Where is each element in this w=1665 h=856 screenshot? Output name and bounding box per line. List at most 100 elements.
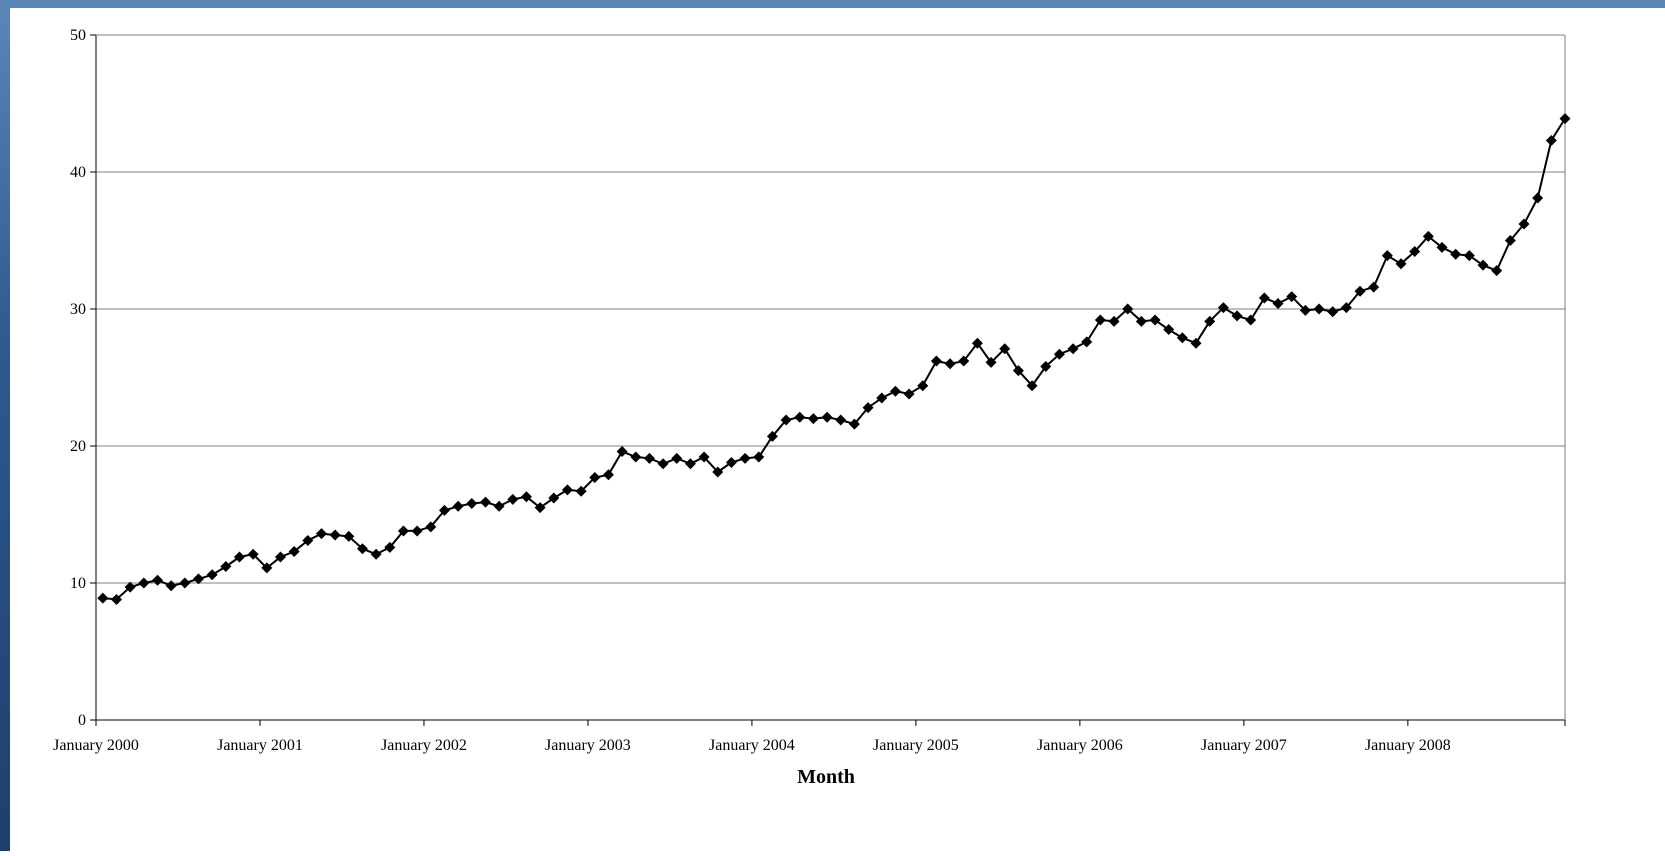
data-point-47 bbox=[739, 452, 751, 464]
data-point-101 bbox=[1477, 259, 1489, 271]
data-point-74 bbox=[1108, 315, 1120, 327]
data-point-98 bbox=[1436, 241, 1448, 253]
data-point-34 bbox=[561, 484, 573, 496]
data-point-9 bbox=[220, 561, 232, 573]
y-tick-label-10: 10 bbox=[70, 575, 86, 592]
data-point-97 bbox=[1422, 230, 1434, 242]
data-point-83 bbox=[1231, 310, 1243, 322]
y-tick-label-40: 40 bbox=[70, 164, 86, 181]
data-point-18 bbox=[343, 530, 355, 542]
data-point-72 bbox=[1081, 336, 1093, 348]
chart-area: 0 10 20 30 40 50 January 2000 January 2001 Janu… bbox=[10, 8, 1665, 851]
data-point-73 bbox=[1094, 314, 1106, 326]
data-point-3 bbox=[138, 577, 150, 589]
x-tick-label-48: January 2004 bbox=[709, 737, 795, 754]
x-tick-label-96: January 2008 bbox=[1365, 737, 1451, 754]
data-point-103 bbox=[1504, 235, 1516, 246]
data-point-42 bbox=[671, 452, 683, 464]
data-point-106 bbox=[1545, 134, 1557, 146]
data-point-38 bbox=[616, 445, 628, 457]
data-point-25 bbox=[438, 504, 450, 516]
data-point-29 bbox=[493, 500, 505, 512]
data-point-86 bbox=[1272, 298, 1284, 310]
data-point-102 bbox=[1491, 265, 1503, 277]
data-point-65 bbox=[985, 356, 997, 368]
data-point-78 bbox=[1163, 324, 1175, 336]
data-point-23 bbox=[411, 525, 423, 537]
x-tick-label-24: January 2002 bbox=[381, 737, 467, 754]
data-point-7 bbox=[192, 573, 204, 585]
data-point-60 bbox=[917, 380, 929, 392]
data-point-87 bbox=[1286, 291, 1298, 303]
data-point-10 bbox=[233, 551, 245, 563]
data-point-36 bbox=[589, 472, 601, 484]
x-axis-title: Month bbox=[797, 766, 855, 788]
data-point-39 bbox=[630, 451, 642, 463]
data-point-2 bbox=[124, 581, 136, 593]
data-point-24 bbox=[425, 521, 437, 533]
data-point-56 bbox=[862, 402, 874, 414]
data-point-35 bbox=[575, 485, 587, 497]
data-point-76 bbox=[1135, 315, 1147, 327]
data-point-94 bbox=[1381, 250, 1393, 262]
data-point-21 bbox=[384, 541, 396, 553]
data-point-44 bbox=[698, 451, 710, 463]
data-point-46 bbox=[725, 456, 737, 468]
data-point-92 bbox=[1354, 285, 1366, 297]
y-tick-label-20: 20 bbox=[70, 438, 86, 455]
data-point-30 bbox=[507, 493, 519, 505]
data-point-40 bbox=[643, 452, 655, 464]
data-point-99 bbox=[1450, 248, 1462, 260]
data-point-67 bbox=[1012, 365, 1024, 377]
data-point-71 bbox=[1067, 343, 1079, 355]
data-point-33 bbox=[548, 492, 560, 504]
data-point-22 bbox=[397, 525, 409, 537]
data-point-59 bbox=[903, 388, 915, 400]
series-line bbox=[102, 118, 1566, 601]
data-point-37 bbox=[602, 469, 614, 481]
data-point-70 bbox=[1053, 348, 1065, 360]
data-point-68 bbox=[1026, 380, 1038, 392]
data-point-57 bbox=[876, 392, 888, 404]
data-point-51 bbox=[794, 411, 806, 423]
data-point-62 bbox=[944, 358, 956, 370]
data-point-100 bbox=[1463, 250, 1475, 262]
data-point-52 bbox=[807, 413, 819, 425]
x-tick-label-12: January 2001 bbox=[217, 737, 303, 754]
series-markers bbox=[97, 113, 1571, 605]
data-point-66 bbox=[999, 343, 1011, 355]
data-point-85 bbox=[1258, 292, 1270, 304]
data-point-16 bbox=[315, 528, 327, 540]
data-point-104 bbox=[1518, 218, 1530, 230]
data-point-105 bbox=[1532, 192, 1544, 204]
data-point-50 bbox=[780, 414, 792, 426]
x-tick-label-0: January 2000 bbox=[53, 737, 139, 754]
data-point-0 bbox=[97, 592, 109, 604]
data-point-1 bbox=[110, 593, 122, 605]
data-point-79 bbox=[1176, 332, 1188, 344]
data-point-28 bbox=[479, 496, 491, 508]
data-point-12 bbox=[261, 562, 273, 574]
data-point-5 bbox=[165, 580, 177, 592]
data-point-43 bbox=[684, 458, 696, 470]
x-tick-label-36: January 2003 bbox=[545, 737, 631, 754]
data-point-69 bbox=[1040, 361, 1052, 373]
data-point-17 bbox=[329, 529, 341, 541]
data-point-90 bbox=[1327, 306, 1339, 318]
x-axis-ticks: January 2000 January 2001 January 2002 Janu… bbox=[53, 720, 1566, 754]
y-tick-label-30: 30 bbox=[70, 301, 86, 318]
data-point-6 bbox=[179, 577, 191, 589]
data-point-20 bbox=[370, 548, 382, 560]
data-point-49 bbox=[766, 430, 778, 442]
data-point-81 bbox=[1204, 315, 1216, 327]
data-point-77 bbox=[1149, 314, 1161, 326]
data-point-96 bbox=[1409, 245, 1421, 257]
x-tick-label-72: January 2006 bbox=[1037, 737, 1123, 754]
data-point-63 bbox=[958, 355, 970, 367]
data-point-32 bbox=[534, 502, 546, 514]
data-point-61 bbox=[930, 355, 942, 367]
data-point-91 bbox=[1340, 302, 1352, 314]
data-point-88 bbox=[1299, 304, 1311, 316]
data-point-95 bbox=[1395, 258, 1407, 270]
